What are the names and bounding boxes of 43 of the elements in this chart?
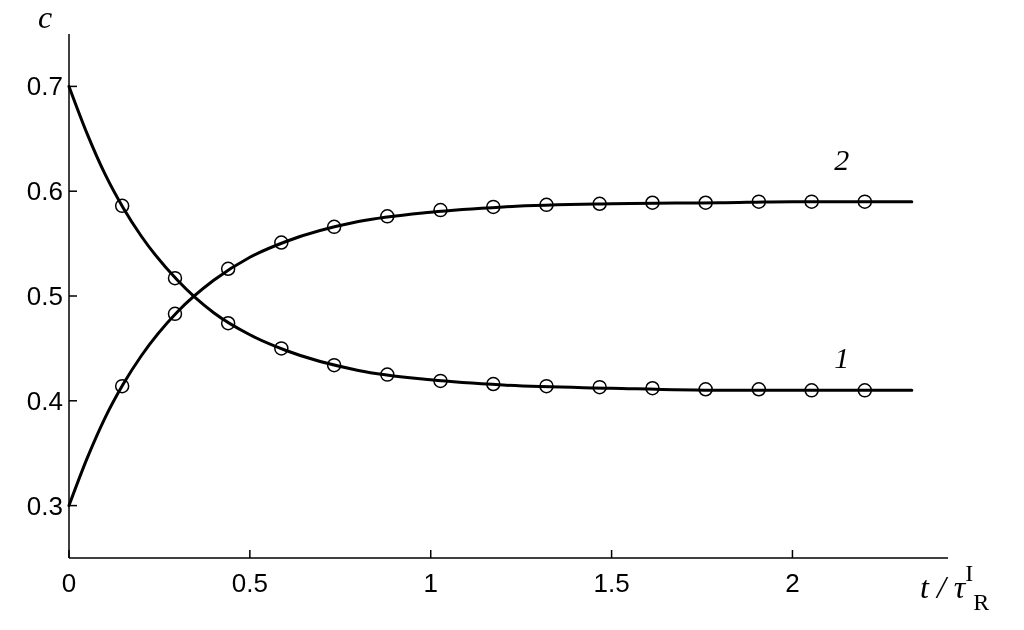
point (804, 383, 819, 398)
point (220, 261, 236, 276)
point (326, 219, 342, 235)
point (167, 270, 183, 286)
point (326, 357, 342, 373)
y-tick-label: 0.7 (26, 71, 63, 102)
point (486, 199, 501, 215)
point (698, 382, 713, 397)
point (645, 195, 660, 210)
point (433, 202, 448, 218)
point (539, 197, 554, 213)
y-tick-label: 0.6 (26, 176, 63, 207)
y-tick-label: 0.5 (26, 281, 63, 311)
point (380, 209, 395, 224)
x-tick-label: 1 (423, 568, 438, 598)
point (114, 378, 130, 394)
y-axis-title: c (37, 0, 53, 35)
y-tick-label: 0.3 (26, 490, 63, 521)
point (114, 198, 130, 214)
x-tick-label: 1.5 (593, 568, 630, 598)
point (804, 194, 819, 209)
series-label: 1 (834, 341, 850, 375)
point (274, 341, 289, 356)
point (539, 378, 554, 394)
point (380, 367, 395, 382)
series-label: 2 (834, 142, 850, 176)
point (645, 380, 660, 396)
x-tick-label: 0 (61, 568, 77, 598)
point (857, 383, 873, 398)
point (592, 379, 607, 395)
point (274, 235, 289, 250)
point (857, 194, 873, 209)
point (167, 306, 183, 322)
point (698, 195, 713, 210)
point (751, 194, 767, 209)
point (433, 373, 448, 389)
point (220, 316, 236, 331)
point (592, 196, 607, 212)
point (751, 382, 767, 397)
x-tick-label: 2 (785, 568, 800, 598)
point (486, 376, 501, 392)
y-tick-label: 0.4 (26, 385, 63, 416)
x-tick-label: 0.5 (231, 568, 268, 598)
